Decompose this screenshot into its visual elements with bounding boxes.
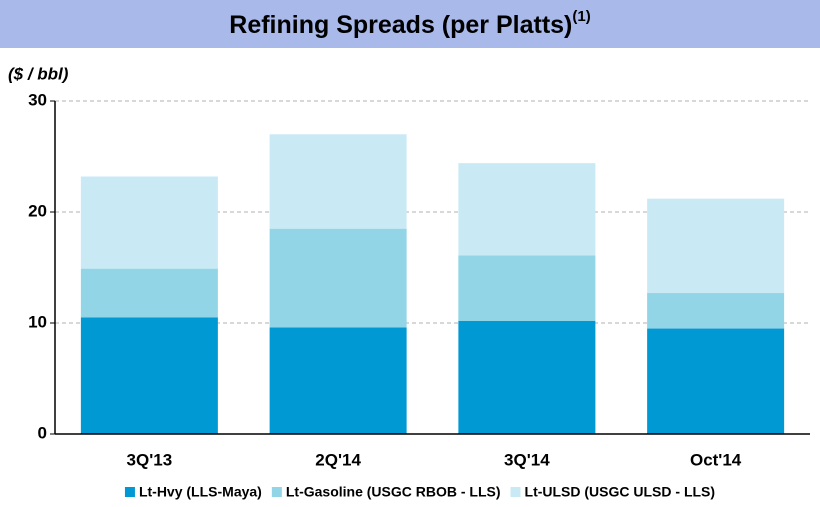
bar-segment	[647, 198, 785, 294]
bar-segment	[80, 176, 218, 269]
legend-label: Lt-Gasoline (USGC RBOB - LLS)	[286, 484, 501, 500]
bar-segment	[647, 328, 785, 434]
bar-segment	[458, 320, 596, 434]
legend-item: Lt-Hvy (LLS-Maya)	[124, 484, 262, 500]
chart-title: Refining Spreads (per Platts)(1)	[229, 8, 590, 39]
legend-label: Lt-ULSD (USGC ULSD - LLS)	[525, 484, 716, 500]
bar-segment	[80, 268, 218, 318]
x-tick-label: 2Q'14	[315, 450, 361, 469]
legend-swatch	[271, 487, 282, 497]
x-tick-label: 3Q'14	[504, 450, 550, 469]
title-superscript: (1)	[572, 8, 590, 25]
bar-segment	[647, 293, 785, 329]
bar-segment	[458, 163, 596, 256]
title-main: Refining Spreads (per Platts)	[229, 11, 572, 39]
bar-segment	[269, 228, 407, 328]
x-tick-label: Oct'14	[690, 450, 742, 469]
title-band	[0, 0, 820, 48]
y-tick-label: 10	[28, 312, 47, 331]
x-tick-label: 3Q'13	[127, 450, 173, 469]
y-tick-label: 30	[28, 90, 47, 109]
legend-label: Lt-Hvy (LLS-Maya)	[139, 484, 262, 500]
y-tick-label: 0	[38, 423, 47, 442]
y-axis-label: ($ / bbl)	[8, 64, 69, 83]
legend-item: Lt-Gasoline (USGC RBOB - LLS)	[271, 484, 501, 500]
bar-segment	[269, 134, 407, 229]
bar-segment	[269, 327, 407, 434]
legend-item: Lt-ULSD (USGC ULSD - LLS)	[510, 484, 716, 500]
legend-swatch	[510, 487, 521, 497]
bar-segment	[458, 255, 596, 321]
legend-swatch	[124, 487, 135, 497]
legend: Lt-Hvy (LLS-Maya) Lt-Gasoline (USGC RBOB …	[124, 484, 716, 500]
bar-segment	[80, 317, 218, 434]
y-tick-label: 20	[28, 201, 47, 220]
